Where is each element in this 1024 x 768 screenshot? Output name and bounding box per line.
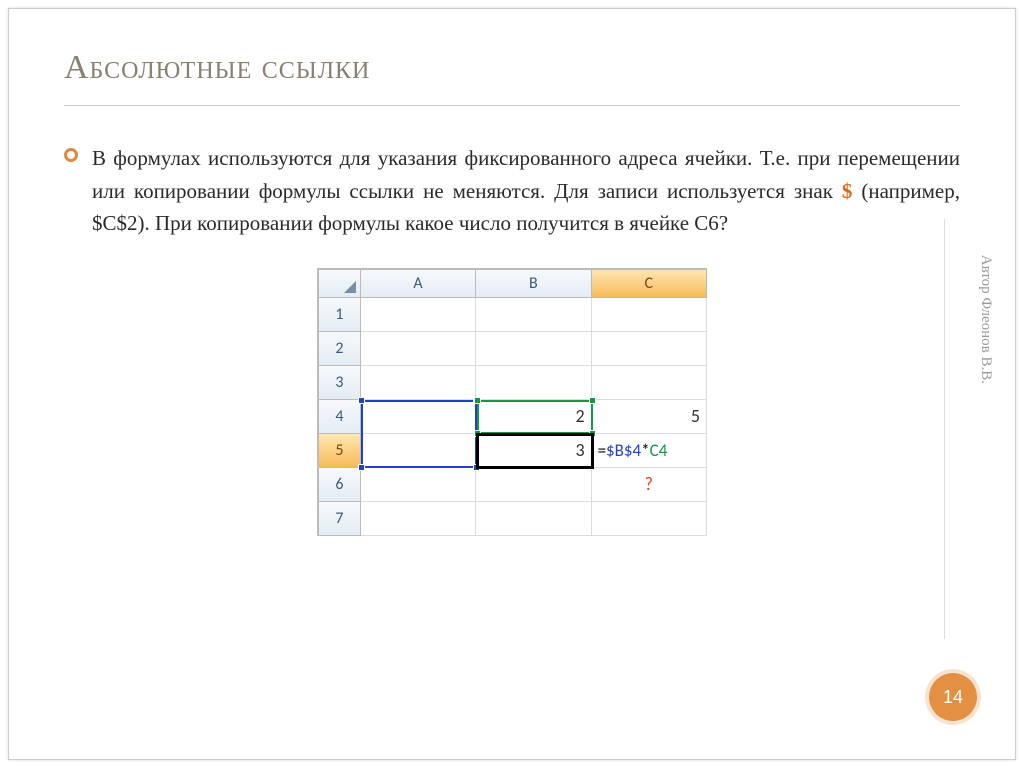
formula-ast: * [641, 440, 649, 461]
row-header-6[interactable]: 6 [319, 468, 361, 502]
cell-a1[interactable] [361, 298, 476, 332]
title-divider [64, 105, 960, 106]
col-header-a[interactable]: A [361, 270, 476, 298]
dollar-sign: $ [842, 179, 853, 203]
cell-c1[interactable] [592, 298, 707, 332]
cell-a2[interactable] [361, 332, 476, 366]
slide-title: Абсолютные ссылки [64, 49, 960, 87]
row-header-3[interactable]: 3 [319, 366, 361, 400]
author-label: Автор Флеонов В.В. [977, 255, 994, 384]
handle-icon [358, 397, 365, 404]
row-header-7[interactable]: 7 [319, 502, 361, 536]
cell-c7[interactable] [592, 502, 707, 536]
cell-b7[interactable] [476, 502, 591, 536]
cell-c5[interactable]: =$B$4*C4 [592, 434, 707, 468]
formula-rel-ref: C4 [650, 440, 668, 461]
col-header-b[interactable]: B [476, 270, 591, 298]
vertical-separator [944, 219, 945, 639]
row-header-1[interactable]: 1 [319, 298, 361, 332]
handle-icon [589, 430, 596, 437]
cell-b4[interactable]: 2 [476, 400, 591, 434]
slide: Абсолютные ссылки В формулах используютс… [8, 8, 1016, 760]
row-header-2[interactable]: 2 [319, 332, 361, 366]
cell-c6[interactable]: ? [592, 468, 707, 502]
cell-a6[interactable] [361, 468, 476, 502]
cell-c3[interactable] [592, 366, 707, 400]
cell-b6[interactable] [476, 468, 591, 502]
body-pre: В формулах используются для указания фик… [92, 146, 960, 203]
header-row: A B C [319, 270, 707, 298]
cell-c4[interactable]: 5 [592, 400, 707, 434]
body-text: В формулах используются для указания фик… [92, 142, 960, 240]
cell-a3[interactable] [361, 366, 476, 400]
cell-c2[interactable] [592, 332, 707, 366]
cell-a7[interactable] [361, 502, 476, 536]
formula-abs-ref: $B$4 [606, 440, 641, 461]
row-header-4[interactable]: 4 [319, 400, 361, 434]
handle-icon [474, 430, 481, 437]
handle-icon [589, 397, 596, 404]
col-header-c[interactable]: C [592, 270, 707, 298]
cell-b3[interactable] [476, 366, 591, 400]
cell-b2[interactable] [476, 332, 591, 366]
formula-text: =$B$4*C4 [598, 440, 668, 461]
excel-snippet: A B C 1 2 3 425 53=$B$4*C4 6? 7 [317, 268, 707, 536]
cell-a4[interactable] [361, 400, 476, 434]
handle-icon [473, 464, 480, 471]
page-number-badge: 14 [929, 673, 977, 721]
handle-icon [358, 464, 365, 471]
cell-b1[interactable] [476, 298, 591, 332]
select-all-corner[interactable] [319, 270, 361, 298]
bullet-row: В формулах используются для указания фик… [64, 142, 960, 240]
cell-a5[interactable] [361, 434, 476, 468]
bullet-icon [64, 148, 78, 162]
formula-eq: = [598, 440, 606, 461]
row-header-5[interactable]: 5 [319, 434, 361, 468]
handle-icon [474, 397, 481, 404]
cell-b5[interactable]: 3 [476, 434, 591, 468]
